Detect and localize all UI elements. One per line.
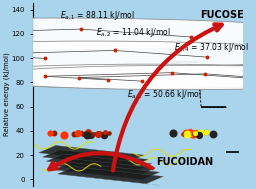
Text: $E_{a,3}$ = 50.66 kJ/mol: $E_{a,3}$ = 50.66 kJ/mol bbox=[127, 88, 202, 101]
Text: FUCOIDAN: FUCOIDAN bbox=[156, 157, 213, 167]
Circle shape bbox=[0, 18, 256, 50]
Polygon shape bbox=[58, 167, 163, 184]
Polygon shape bbox=[50, 158, 156, 175]
Circle shape bbox=[0, 64, 256, 88]
Circle shape bbox=[0, 65, 256, 90]
Polygon shape bbox=[39, 146, 144, 163]
Text: $E_{a,4}$ = 37.03 kJ/mol: $E_{a,4}$ = 37.03 kJ/mol bbox=[174, 42, 249, 54]
Polygon shape bbox=[46, 154, 152, 171]
Text: $E_{a,1}$ = 88.11 kJ/mol: $E_{a,1}$ = 88.11 kJ/mol bbox=[60, 9, 135, 22]
Circle shape bbox=[0, 41, 256, 68]
Text: $E_{a,2}$ = 11.04 kJ/mol: $E_{a,2}$ = 11.04 kJ/mol bbox=[96, 26, 170, 39]
Text: FUCOSE: FUCOSE bbox=[200, 9, 244, 19]
Polygon shape bbox=[54, 163, 159, 180]
Y-axis label: Relative energy (kJ/mol): Relative energy (kJ/mol) bbox=[4, 53, 10, 136]
Polygon shape bbox=[42, 150, 148, 167]
